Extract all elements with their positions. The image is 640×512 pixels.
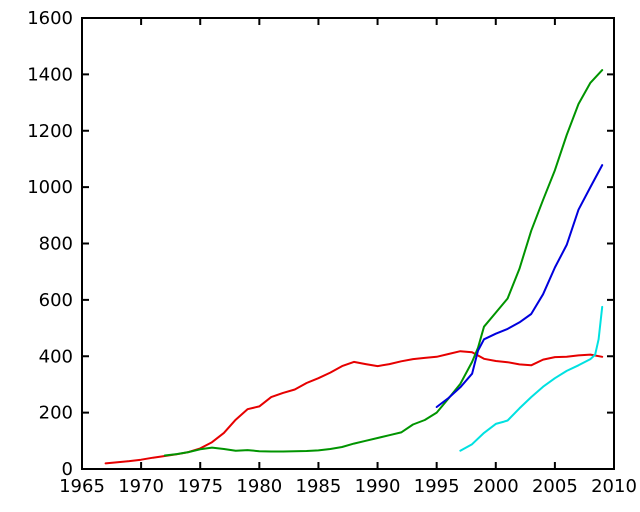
x-tick-label: 1970 [118, 476, 164, 497]
plot-border [81, 17, 615, 470]
x-tick-label: 1980 [236, 476, 282, 497]
x-tick-label: 1975 [177, 476, 223, 497]
x-tick-label: 1965 [59, 476, 105, 497]
x-tick-label: 2005 [532, 476, 578, 497]
y-tick-label: 200 [39, 403, 73, 424]
y-tick-label: 1400 [27, 64, 73, 85]
y-tick-label: 400 [39, 346, 73, 367]
x-tick-label: 1995 [414, 476, 460, 497]
y-tick-label: 0 [62, 459, 73, 480]
y-tick-label: 600 [39, 290, 73, 311]
x-tick-label: 1990 [355, 476, 401, 497]
x-tick-label: 2010 [591, 476, 637, 497]
y-tick-label: 1600 [27, 8, 73, 29]
y-tick-label: 1000 [27, 177, 73, 198]
y-tick-label: 1200 [27, 121, 73, 142]
cyan-series-line [459, 305, 604, 452]
x-tick-label: 1985 [296, 476, 342, 497]
y-tick-label: 800 [39, 234, 73, 255]
x-tick-label: 2000 [473, 476, 519, 497]
blue-series-line [435, 164, 604, 408]
green-series-line [163, 69, 604, 457]
